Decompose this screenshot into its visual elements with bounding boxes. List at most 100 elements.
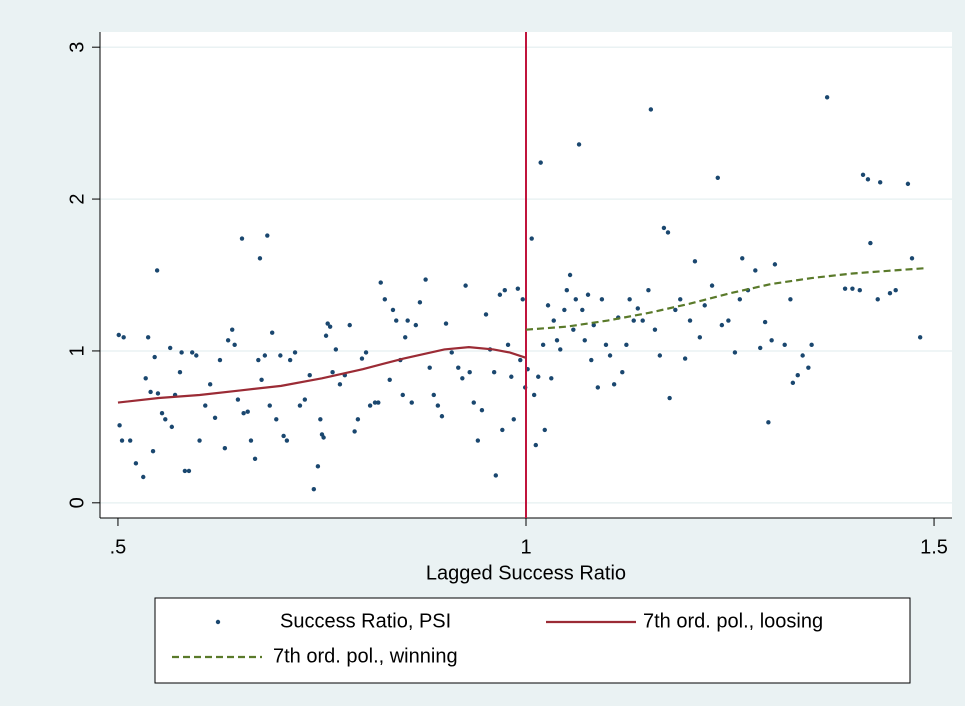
scatter-point [505,342,511,348]
scatter-point [417,300,423,305]
scatter-point [239,236,245,241]
scatter-point [121,335,126,340]
scatter-point [372,400,378,405]
scatter-point [333,347,339,352]
scatter-point [875,297,880,302]
scatter-point [709,283,715,288]
scatter-point [311,486,317,492]
scatter-point [127,438,133,443]
scatter-point [715,175,720,180]
scatter-point [278,353,283,358]
scatter-point [449,350,454,355]
scatter-point [595,385,601,390]
scatter-point [337,382,343,387]
scatter-point [230,327,235,332]
scatter-point [732,350,738,355]
scatter-point [665,230,671,235]
scatter-point [190,350,195,355]
scatter-point [640,318,645,323]
legend-label: Success Ratio, PSI [280,610,451,632]
scatter-point [262,353,268,358]
scatter-point [281,433,286,439]
scatter-point [274,417,279,422]
scatter-point [352,429,357,434]
scatter-point [620,370,625,375]
scatter-point [627,297,632,302]
scatter-point [491,370,497,375]
scatter-point [378,280,383,285]
scatter-point [702,303,707,308]
scatter-point [150,448,156,454]
scatter-point [390,307,396,313]
scatter-point [367,403,373,408]
scatter-point [197,438,202,443]
scatter-point [877,180,883,185]
scatter-point [540,342,546,348]
scatter-point [582,338,587,343]
scatter-point [182,468,188,474]
scatter-point [269,330,275,335]
scatter-point [117,423,122,428]
scatter-point [155,391,161,396]
scatter-point [321,435,326,440]
scatter-point [657,353,663,358]
scatter-point [363,350,369,355]
scatter-point [325,321,330,326]
scatter-point [119,438,125,443]
scatter-point [554,338,560,343]
scatter-point [562,307,567,313]
scatter-point [538,160,543,165]
x-tick-label: 1 [520,536,531,558]
scatter-point [217,357,223,363]
scatter-point [330,370,335,375]
scatter-point [536,374,541,379]
scatter-point [483,312,489,317]
scatter-point [203,403,208,408]
y-tick-label: 2 [66,194,88,205]
scatter-point [423,277,428,282]
scatter-point [400,392,405,398]
scatter-point [758,345,763,351]
scatter-point [405,318,410,323]
scatter-point [302,397,308,402]
scatter-point [427,365,432,370]
scatter-point [905,181,911,187]
scatter-point [479,407,485,413]
scatter-point [607,353,613,358]
scatter-point [167,345,173,351]
scatter-point [611,382,617,387]
scatter-point [842,286,848,291]
scatter-point [682,356,688,361]
scatter-point [631,318,636,323]
scatter-point [809,342,814,348]
scatter-point [766,420,771,425]
scatter-point [169,424,175,430]
scatter-point [148,389,153,395]
scatter-point [265,233,270,238]
scatter-point [515,286,521,291]
scatter-point [591,322,596,328]
scatter-point [439,414,445,419]
scatter-point [646,287,651,293]
scatter-point [573,297,578,302]
scatter-point [443,321,449,326]
scatter-point [772,262,778,267]
scatter-point [163,417,168,422]
scatter-point [648,107,654,112]
scatter-point [564,287,570,293]
scatter-point [463,283,468,288]
scatter-point [917,335,923,340]
scatter-point [800,353,805,358]
scatter-point [403,335,408,340]
scatter-point [687,318,693,323]
scatter-point [545,303,551,308]
scatter-point [542,427,547,433]
scatter-point [726,318,731,323]
scatter-point [824,95,830,100]
scatter-point [267,403,272,408]
scatter-point [252,456,258,461]
scatter-point [502,287,507,293]
scatter-point [753,268,758,273]
